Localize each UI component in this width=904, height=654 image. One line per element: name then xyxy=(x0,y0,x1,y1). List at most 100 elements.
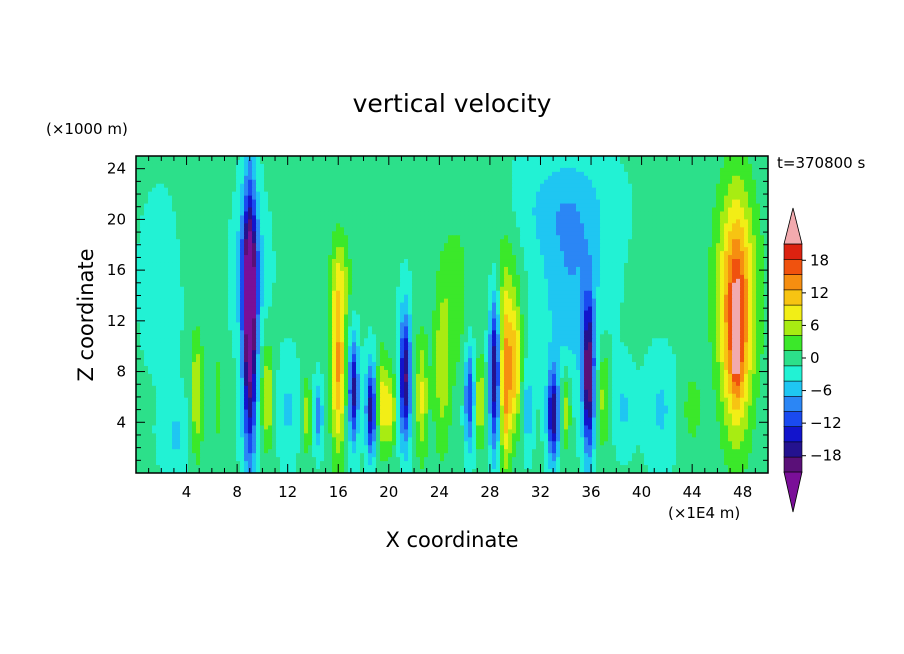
heatmap-cell xyxy=(292,195,297,201)
heatmap-cell xyxy=(176,183,181,189)
heatmap-cell xyxy=(276,223,281,228)
heatmap-cell xyxy=(364,247,369,252)
heatmap-cell xyxy=(692,183,697,189)
heatmap-cell xyxy=(672,207,677,213)
heatmap-cell xyxy=(320,219,325,224)
heatmap-cell xyxy=(492,156,497,161)
heatmap-cell xyxy=(288,199,293,205)
heatmap-cell xyxy=(628,259,633,264)
heatmap-cell xyxy=(640,239,645,244)
heatmap-cell xyxy=(424,203,429,209)
heatmap-cell xyxy=(236,159,241,165)
heatmap-cell xyxy=(464,203,469,209)
heatmap-cell xyxy=(652,223,657,228)
heatmap-cell xyxy=(668,243,673,248)
heatmap-cell xyxy=(392,231,397,236)
heatmap-cell xyxy=(156,274,161,280)
heatmap-cell xyxy=(392,191,397,197)
heatmap-cell xyxy=(264,243,269,248)
heatmap-cell xyxy=(356,255,361,260)
heatmap-cell xyxy=(204,203,209,209)
heatmap-cell xyxy=(736,163,741,169)
heatmap-cell xyxy=(200,227,205,232)
heatmap-cell xyxy=(140,195,145,201)
heatmap-cell xyxy=(272,183,277,189)
heatmap-cell xyxy=(208,255,213,260)
heatmap-cell xyxy=(296,187,301,193)
heatmap-cell xyxy=(380,163,385,169)
heatmap-cell xyxy=(660,274,665,280)
heatmap-cell xyxy=(672,223,677,228)
heatmap-cell xyxy=(484,235,489,240)
heatmap-cell xyxy=(576,175,581,181)
heatmap-cell xyxy=(144,266,149,272)
heatmap-cell xyxy=(444,191,449,197)
heatmap-cell xyxy=(160,159,165,165)
heatmap-cell xyxy=(536,231,541,236)
heatmap-cell xyxy=(160,270,165,276)
heatmap-cell xyxy=(344,223,349,228)
heatmap-cell xyxy=(620,215,625,220)
heatmap-cell xyxy=(164,171,169,177)
heatmap-cell xyxy=(236,251,241,256)
heatmap-cell xyxy=(204,274,209,280)
heatmap-cell xyxy=(304,223,309,228)
heatmap-cell xyxy=(148,278,153,284)
heatmap-cell xyxy=(684,274,689,280)
heatmap-cell xyxy=(412,255,417,260)
heatmap-cell xyxy=(760,231,765,236)
heatmap-cell xyxy=(696,156,701,161)
heatmap-cell xyxy=(444,163,449,169)
heatmap-cell xyxy=(680,239,685,244)
heatmap-cell xyxy=(684,259,689,264)
heatmap-cell xyxy=(252,207,257,213)
heatmap-cell xyxy=(588,203,593,209)
heatmap-cell xyxy=(524,270,529,276)
heatmap-cell xyxy=(572,243,577,248)
heatmap-cell xyxy=(268,191,273,197)
heatmap-cell xyxy=(372,203,377,209)
heatmap-cell xyxy=(684,163,689,169)
heatmap-cell xyxy=(552,215,557,220)
heatmap-cell xyxy=(220,167,225,173)
heatmap-cell xyxy=(556,259,561,264)
heatmap-cell xyxy=(404,262,409,268)
heatmap-cell xyxy=(660,156,665,161)
heatmap-cell xyxy=(156,159,161,165)
heatmap-cell xyxy=(172,239,177,244)
heatmap-cell xyxy=(152,274,157,280)
heatmap-cell xyxy=(180,243,185,248)
heatmap-cell xyxy=(372,235,377,240)
heatmap-cell xyxy=(516,243,521,248)
heatmap-cell xyxy=(604,187,609,193)
heatmap-cell xyxy=(364,215,369,220)
heatmap-cell xyxy=(540,179,545,185)
heatmap-cell xyxy=(356,207,361,213)
heatmap-cell xyxy=(248,274,253,280)
heatmap-cell xyxy=(676,171,681,177)
heatmap-cell xyxy=(168,266,173,272)
heatmap-cell xyxy=(212,223,217,228)
heatmap-cell xyxy=(672,211,677,217)
heatmap-cell xyxy=(148,167,153,173)
heatmap-cell xyxy=(208,167,213,173)
heatmap-cell xyxy=(632,235,637,240)
heatmap-cell xyxy=(448,199,453,205)
heatmap-cell xyxy=(164,179,169,185)
heatmap-cell xyxy=(748,203,753,209)
heatmap-cell xyxy=(324,195,329,201)
heatmap-cell xyxy=(364,167,369,173)
heatmap-cell xyxy=(316,171,321,177)
heatmap-cell xyxy=(208,239,213,244)
heatmap-cell xyxy=(152,247,157,252)
heatmap-cell xyxy=(400,183,405,189)
heatmap-cell xyxy=(752,219,757,224)
heatmap-cell xyxy=(224,255,229,260)
heatmap-cell xyxy=(400,255,405,260)
heatmap-cell xyxy=(164,167,169,173)
heatmap-cell xyxy=(280,175,285,181)
heatmap-cell xyxy=(396,199,401,205)
heatmap-cell xyxy=(144,223,149,228)
heatmap-cell xyxy=(512,274,517,280)
heatmap-cell xyxy=(248,159,253,165)
